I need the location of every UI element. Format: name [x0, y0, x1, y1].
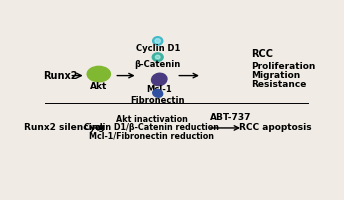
Text: Migration: Migration	[251, 71, 300, 80]
Ellipse shape	[155, 55, 160, 59]
Text: ABT-737: ABT-737	[210, 113, 251, 122]
Text: Mcl-1/Fibronectin reduction: Mcl-1/Fibronectin reduction	[89, 132, 214, 141]
Text: RCC: RCC	[251, 49, 273, 59]
Ellipse shape	[153, 89, 163, 97]
Text: β-Catenin: β-Catenin	[135, 60, 181, 69]
Ellipse shape	[153, 37, 163, 45]
Ellipse shape	[152, 73, 167, 86]
Text: Resistance: Resistance	[251, 80, 306, 89]
Text: Runx2: Runx2	[43, 71, 77, 81]
Text: Runx2 silencing: Runx2 silencing	[24, 123, 105, 132]
Text: Akt: Akt	[90, 82, 107, 91]
Ellipse shape	[152, 53, 163, 61]
Text: Fibronectin: Fibronectin	[130, 96, 185, 105]
Text: Cyclin D1/β-Catenin reduction: Cyclin D1/β-Catenin reduction	[84, 123, 219, 132]
Ellipse shape	[155, 39, 160, 43]
Text: Proliferation: Proliferation	[251, 62, 315, 71]
Text: RCC apoptosis: RCC apoptosis	[239, 123, 312, 132]
Text: Mcl-1: Mcl-1	[147, 85, 172, 94]
Text: Akt inactivation: Akt inactivation	[116, 115, 187, 124]
Ellipse shape	[87, 66, 110, 82]
Text: Cyclin D1: Cyclin D1	[136, 44, 180, 53]
